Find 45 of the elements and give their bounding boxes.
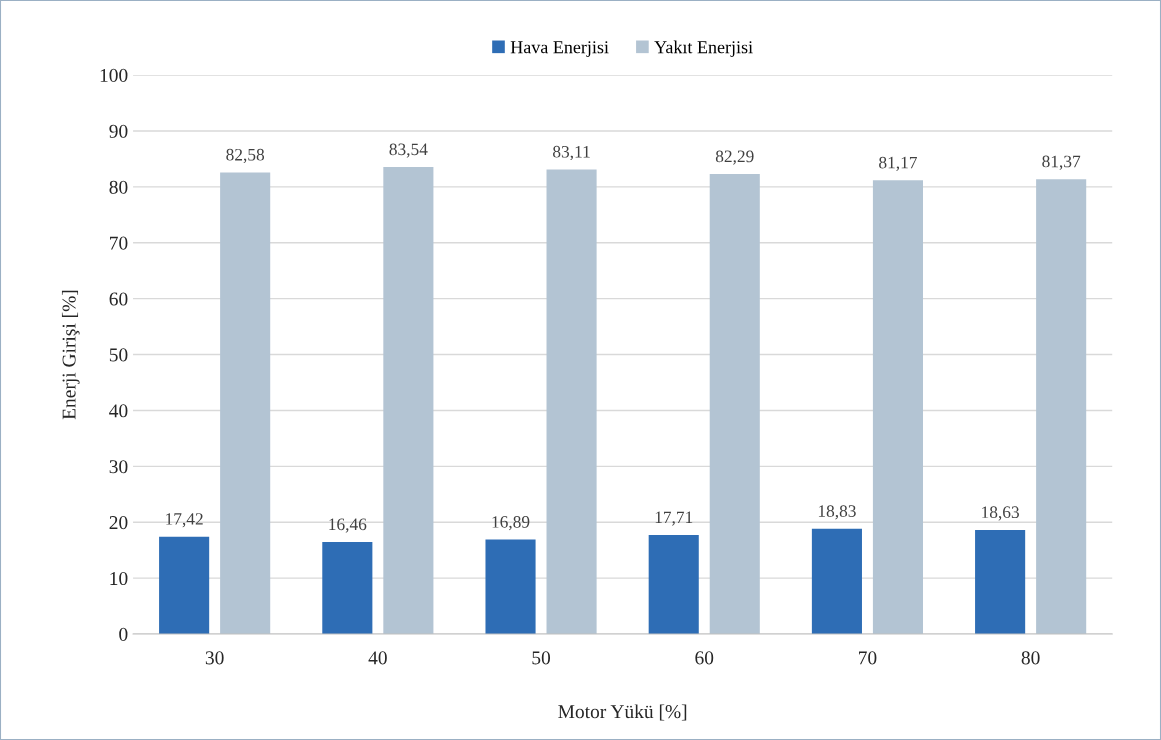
x-tick-label: 40 bbox=[368, 651, 387, 665]
x-tick-label: 30 bbox=[205, 651, 224, 665]
bar bbox=[546, 169, 597, 635]
y-tick-label: 10 bbox=[110, 571, 128, 586]
data-label: 16,89 bbox=[492, 516, 530, 531]
data-label: 17,42 bbox=[166, 513, 203, 528]
x-tick-label: 50 bbox=[532, 651, 551, 665]
y-tick-label: 90 bbox=[109, 124, 128, 138]
y-tick-label: 80 bbox=[109, 180, 128, 194]
data-label: 83,54 bbox=[389, 143, 428, 158]
bar bbox=[220, 172, 271, 635]
x-tick-label: 60 bbox=[695, 651, 714, 665]
bar bbox=[383, 167, 434, 635]
legend-label: Hava Enerjisi bbox=[510, 41, 609, 57]
y-tick-label: 50 bbox=[109, 348, 128, 362]
x-tick-label: 80 bbox=[1021, 651, 1040, 665]
y-tick-label: 70 bbox=[110, 236, 128, 250]
data-label: 17,71 bbox=[655, 511, 693, 526]
y-tick-label: 30 bbox=[109, 460, 128, 474]
x-tick-label: 70 bbox=[859, 651, 877, 665]
y-tick-label: 60 bbox=[109, 292, 128, 306]
bar bbox=[159, 536, 210, 635]
y-tick-label: 100 bbox=[100, 68, 128, 82]
bar bbox=[648, 535, 699, 635]
data-label: 18,83 bbox=[818, 505, 856, 520]
bar bbox=[975, 529, 1026, 635]
y-tick-label: 20 bbox=[109, 516, 128, 530]
bar bbox=[1036, 179, 1087, 635]
legend-label: Yakıt Enerjisi bbox=[654, 40, 753, 57]
bar bbox=[709, 174, 760, 635]
data-label: 18,63 bbox=[982, 506, 1019, 521]
bar bbox=[322, 542, 373, 635]
bar bbox=[811, 528, 862, 635]
data-label: 81,17 bbox=[879, 156, 917, 171]
bar bbox=[872, 180, 924, 635]
data-label: 81,37 bbox=[1042, 155, 1081, 170]
data-label: 82,58 bbox=[226, 148, 265, 164]
bar bbox=[485, 539, 536, 635]
data-label: 16,46 bbox=[329, 518, 367, 533]
y-tick-label: 40 bbox=[109, 404, 128, 418]
data-label: 83,11 bbox=[553, 145, 590, 161]
data-label: 82,29 bbox=[715, 150, 754, 165]
x-axis-title: Motor Yükü [%] bbox=[558, 704, 687, 721]
y-tick-label: 0 bbox=[119, 627, 128, 641]
y-axis-title: Enerji Girişi [%] bbox=[61, 290, 80, 420]
